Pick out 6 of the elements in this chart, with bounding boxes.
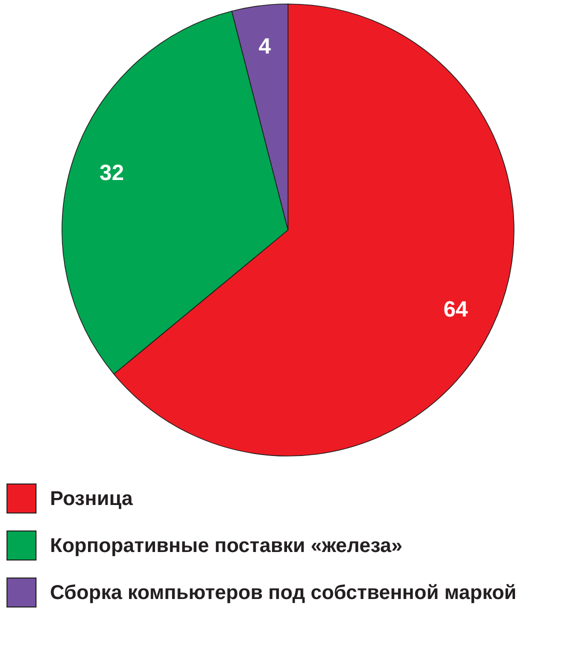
legend-label: Сборка компьютеров под собственной маркой (50, 582, 516, 604)
data-label: 4 (258, 34, 272, 59)
data-label: 64 (443, 296, 469, 322)
data-label: 32 (100, 160, 124, 186)
legend-label: Корпоративные поставки «железа» (50, 535, 402, 557)
legend-label: Розница (50, 488, 134, 510)
